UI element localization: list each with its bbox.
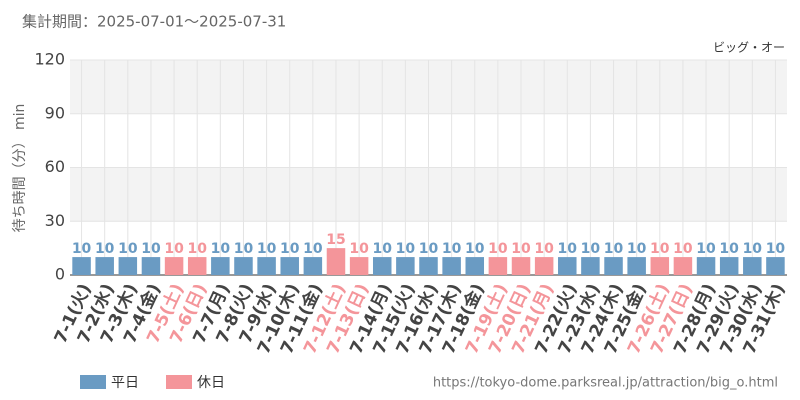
bar bbox=[372, 257, 392, 275]
data-label: 10 bbox=[534, 241, 554, 257]
data-label: 10 bbox=[604, 241, 624, 257]
data-label: 10 bbox=[627, 241, 647, 257]
data-label: 10 bbox=[696, 241, 716, 257]
y-tick-label: 0 bbox=[55, 265, 65, 284]
chart-title: 集計期間：2025-07-01～2025-07-31 bbox=[22, 13, 286, 31]
data-label: 10 bbox=[743, 241, 763, 257]
data-label: 10 bbox=[141, 241, 161, 257]
y-tick-label: 90 bbox=[45, 103, 65, 122]
data-label: 10 bbox=[511, 241, 531, 257]
subtitle: ビッグ・オー bbox=[713, 41, 785, 55]
data-label: 10 bbox=[164, 241, 184, 257]
legend-swatch bbox=[166, 375, 192, 389]
bar bbox=[118, 257, 138, 275]
data-label: 10 bbox=[118, 241, 138, 257]
legend-swatch bbox=[80, 375, 106, 389]
bar bbox=[581, 257, 600, 275]
legend-label: 平日 bbox=[111, 375, 139, 391]
bar bbox=[534, 257, 554, 275]
bar bbox=[673, 257, 693, 275]
bar bbox=[187, 257, 207, 275]
bar bbox=[234, 257, 253, 275]
data-label: 15 bbox=[326, 232, 345, 248]
bar bbox=[164, 257, 184, 275]
data-label: 10 bbox=[719, 241, 739, 257]
bar bbox=[396, 257, 415, 275]
data-label: 10 bbox=[211, 241, 231, 257]
bar bbox=[627, 257, 646, 275]
bar bbox=[511, 257, 531, 275]
bar bbox=[257, 257, 276, 275]
bar bbox=[442, 257, 461, 275]
data-label: 10 bbox=[280, 241, 300, 257]
bar bbox=[558, 257, 577, 275]
data-label: 10 bbox=[673, 241, 693, 257]
bar bbox=[211, 257, 230, 275]
bar bbox=[719, 257, 739, 275]
y-axis-label: 待ち時間（分） min bbox=[12, 104, 28, 233]
bar bbox=[280, 257, 299, 275]
data-label: 10 bbox=[396, 241, 416, 257]
data-label: 10 bbox=[234, 241, 254, 257]
bar bbox=[419, 257, 438, 275]
data-label: 10 bbox=[349, 241, 369, 257]
bar bbox=[95, 257, 114, 275]
bar bbox=[303, 257, 323, 275]
bar bbox=[141, 257, 161, 275]
bar bbox=[465, 257, 485, 275]
bar bbox=[326, 248, 346, 275]
bar bbox=[72, 257, 91, 275]
bar bbox=[488, 257, 508, 275]
data-label: 10 bbox=[187, 241, 207, 257]
bar bbox=[766, 257, 785, 275]
data-label: 10 bbox=[95, 241, 115, 257]
y-tick-label: 30 bbox=[45, 211, 65, 230]
data-label: 10 bbox=[488, 241, 508, 257]
data-label: 10 bbox=[419, 241, 439, 257]
legend-label: 休日 bbox=[197, 375, 225, 391]
bar bbox=[349, 257, 369, 275]
data-label: 10 bbox=[581, 241, 601, 257]
source-url: https://tokyo-dome.parksreal.jp/attracti… bbox=[433, 376, 778, 391]
data-label: 10 bbox=[442, 241, 462, 257]
data-label: 10 bbox=[650, 241, 670, 257]
data-label: 10 bbox=[72, 241, 92, 257]
data-label: 10 bbox=[558, 241, 578, 257]
data-label: 10 bbox=[372, 241, 392, 257]
bar bbox=[604, 257, 623, 275]
data-label: 10 bbox=[465, 241, 485, 257]
y-tick-label: 60 bbox=[45, 157, 65, 176]
data-label: 10 bbox=[303, 241, 323, 257]
bar bbox=[696, 257, 716, 275]
data-label: 10 bbox=[766, 241, 786, 257]
y-tick-label: 120 bbox=[34, 50, 65, 69]
bar bbox=[650, 257, 670, 275]
bar bbox=[743, 257, 762, 275]
data-label: 10 bbox=[257, 241, 277, 257]
